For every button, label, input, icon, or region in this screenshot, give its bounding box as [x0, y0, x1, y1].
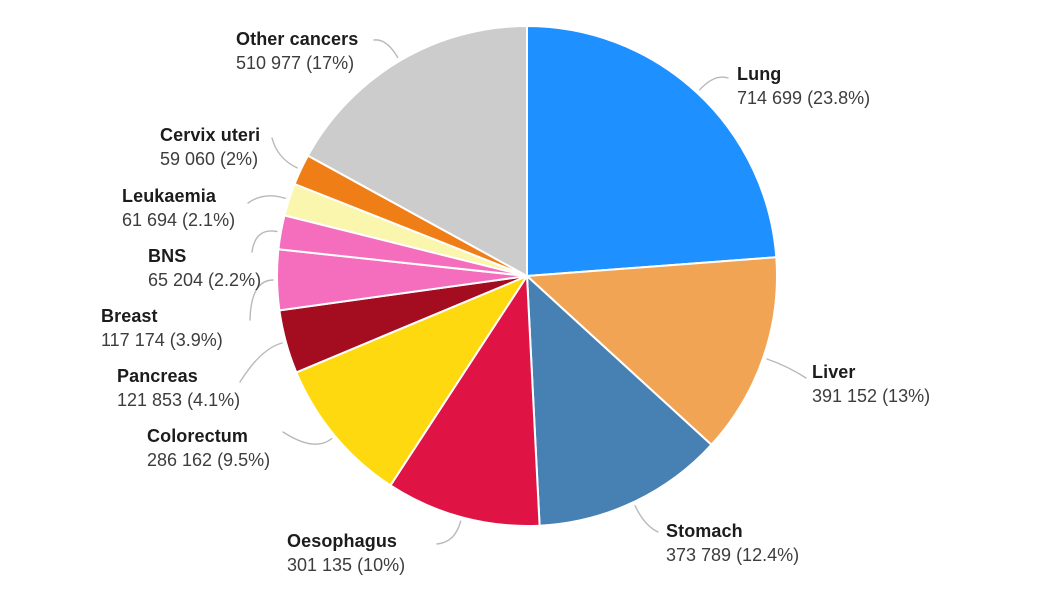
- slice-label-colorectum: Colorectum 286 162 (9.5%): [147, 424, 270, 472]
- slice-value: 61 694 (2.1%): [122, 210, 236, 230]
- slice-value: 373 789 (12.4%): [666, 545, 800, 565]
- slice-label-oesophagus: Oesophagus 301 135 (10%): [287, 529, 405, 577]
- leader-line-colorectum: [282, 431, 333, 445]
- slice-value: 117 174 (3.9%): [101, 330, 223, 350]
- leader-line-lung: [699, 76, 729, 91]
- slice-label-breast: Breast 117 174 (3.9%): [101, 304, 223, 352]
- slice-value: 301 135 (10%): [287, 555, 406, 575]
- slice-name: Colorectum: [147, 426, 249, 446]
- slice-value: 121 853 (4.1%): [117, 390, 241, 410]
- slice-label-other-cancers: Other cancers 510 977 (17%): [236, 27, 358, 75]
- slice-value: 391 152 (13%): [812, 386, 931, 406]
- slice-name: Breast: [101, 306, 158, 326]
- leader-line-stomach: [634, 505, 659, 533]
- leader-line-liver: [766, 358, 807, 379]
- slice-name: Other cancers: [236, 29, 359, 49]
- pie-slice-lung: [526, 25, 778, 277]
- slice-label-pancreas: Pancreas 121 853 (4.1%): [117, 364, 240, 412]
- leader-line-bns: [251, 230, 278, 253]
- slice-value: 59 060 (2%): [160, 149, 259, 169]
- slice-label-lung: Lung 714 699 (23.8%): [737, 62, 870, 110]
- slice-name: Liver: [812, 362, 856, 382]
- slice-label-liver: Liver 391 152 (13%): [812, 360, 930, 408]
- slice-name: Oesophagus: [287, 531, 398, 551]
- slice-name: Lung: [737, 64, 782, 84]
- leader-line-pancreas: [239, 342, 283, 383]
- leader-line-other-cancers: [373, 39, 399, 59]
- leader-line-breast: [249, 279, 274, 321]
- slice-label-stomach: Stomach 373 789 (12.4%): [666, 519, 799, 567]
- slice-value: 65 204 (2.2%): [148, 270, 262, 290]
- slice-value: 286 162 (9.5%): [147, 450, 271, 470]
- pie-slice-other-cancers: [306, 25, 528, 277]
- leader-line-oesophagus: [436, 520, 462, 545]
- slice-name: Leukaemia: [122, 186, 216, 206]
- pie-slice-liver: [526, 256, 778, 446]
- slice-name: Cervix uteri: [160, 125, 261, 145]
- pie-slice-oesophagus: [389, 275, 541, 528]
- leader-line-leukaemia: [247, 195, 286, 204]
- slice-name: Stomach: [666, 521, 743, 541]
- slice-value: 510 977 (17%): [236, 53, 355, 73]
- slice-name: Pancreas: [117, 366, 198, 386]
- slice-name: BNS: [148, 246, 187, 266]
- slice-label-bns: BNS 65 204 (2.2%): [148, 244, 261, 292]
- pie-slice-stomach: [526, 275, 713, 527]
- slice-label-cervix-uteri: Cervix uteri 59 060 (2%): [160, 123, 260, 171]
- leader-line-cervix-uteri: [271, 137, 298, 169]
- pie-slice-colorectum: [295, 275, 528, 487]
- slice-value: 714 699 (23.8%): [737, 88, 871, 108]
- slice-label-leukaemia: Leukaemia 61 694 (2.1%): [122, 184, 235, 232]
